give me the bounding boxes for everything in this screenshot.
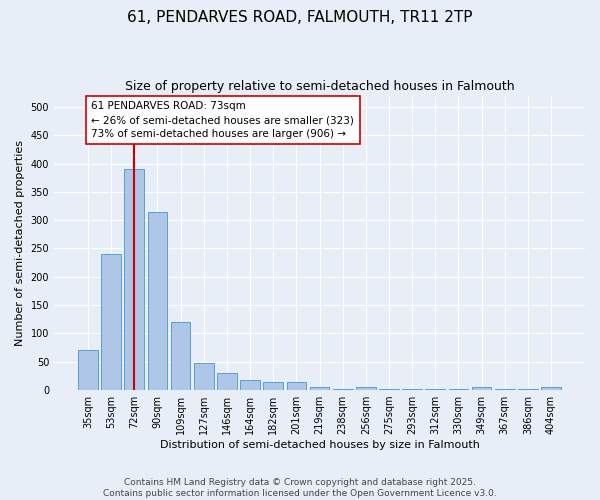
Bar — [148, 212, 167, 390]
Text: Contains HM Land Registry data © Crown copyright and database right 2025.
Contai: Contains HM Land Registry data © Crown c… — [103, 478, 497, 498]
Bar — [379, 389, 399, 390]
Bar — [240, 380, 260, 390]
Bar — [194, 364, 214, 390]
Bar — [287, 382, 306, 390]
Bar — [472, 388, 491, 390]
Bar — [310, 386, 329, 390]
Bar — [78, 350, 98, 390]
Bar — [541, 388, 561, 390]
Bar — [356, 388, 376, 390]
Bar — [101, 254, 121, 390]
Bar — [449, 389, 468, 390]
Bar — [263, 382, 283, 390]
Bar — [171, 322, 190, 390]
Text: 61, PENDARVES ROAD, FALMOUTH, TR11 2TP: 61, PENDARVES ROAD, FALMOUTH, TR11 2TP — [127, 10, 473, 25]
Title: Size of property relative to semi-detached houses in Falmouth: Size of property relative to semi-detach… — [125, 80, 514, 93]
Bar — [124, 169, 144, 390]
Bar — [333, 389, 353, 390]
Bar — [518, 389, 538, 390]
Text: 61 PENDARVES ROAD: 73sqm
← 26% of semi-detached houses are smaller (323)
73% of : 61 PENDARVES ROAD: 73sqm ← 26% of semi-d… — [91, 101, 355, 139]
Bar — [402, 389, 422, 390]
Bar — [425, 389, 445, 390]
X-axis label: Distribution of semi-detached houses by size in Falmouth: Distribution of semi-detached houses by … — [160, 440, 479, 450]
Bar — [495, 389, 515, 390]
Y-axis label: Number of semi-detached properties: Number of semi-detached properties — [15, 140, 25, 346]
Bar — [217, 373, 237, 390]
